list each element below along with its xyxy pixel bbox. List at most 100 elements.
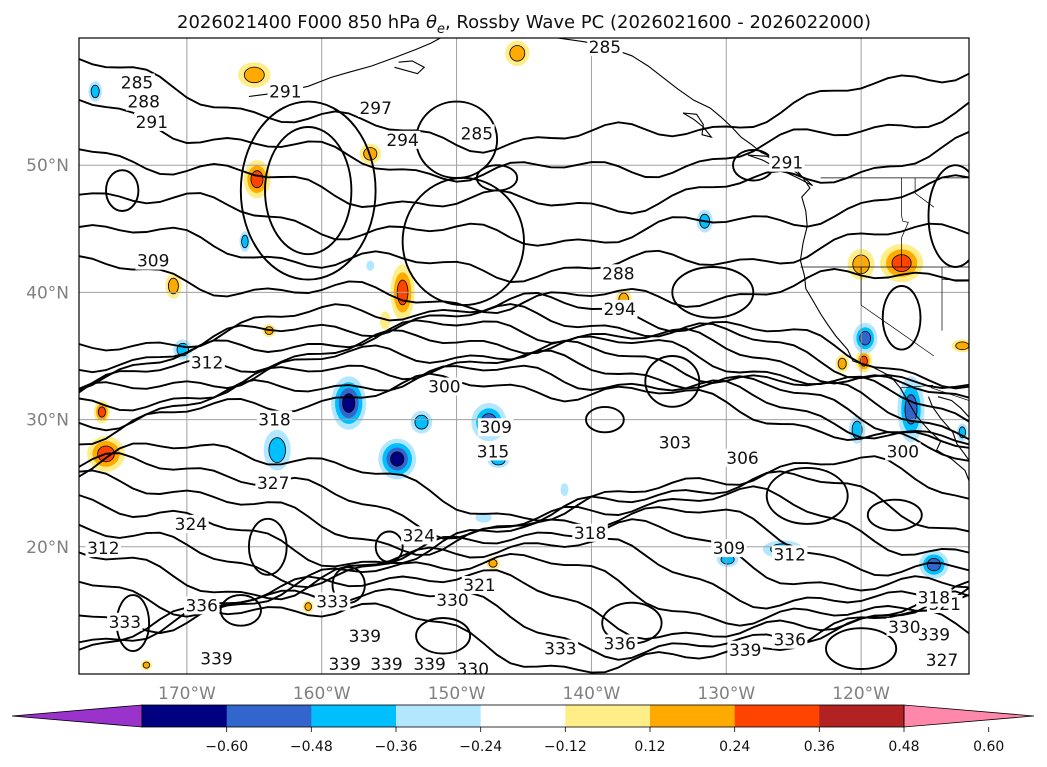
contour-label-gap xyxy=(107,612,143,631)
contour-label-gap xyxy=(401,526,437,545)
theta-e-contour-line xyxy=(79,303,969,389)
colorbar-extend-low xyxy=(11,704,143,728)
contour-label: 324 xyxy=(403,526,435,546)
contour-label: 333 xyxy=(544,640,576,660)
gridlines xyxy=(79,38,969,674)
colorbar-segment xyxy=(226,705,312,727)
theta-e-contour-line xyxy=(79,222,969,283)
contour-label-gap xyxy=(477,418,514,437)
contour-label: 312 xyxy=(191,353,223,373)
anomaly-blob xyxy=(88,81,102,102)
anomaly-level-fill xyxy=(342,393,356,413)
theta-e-contour-line xyxy=(79,99,969,183)
contour-label-gap xyxy=(434,591,471,610)
coastline xyxy=(394,60,426,75)
colorbar-extend-high xyxy=(903,704,1035,728)
contour-label-gap xyxy=(886,617,922,636)
anomaly-blob xyxy=(853,322,878,354)
contour-label: 285 xyxy=(121,74,153,94)
contour-label-gap xyxy=(189,353,225,372)
anomaly-blob xyxy=(141,660,152,671)
anomaly-level-fill xyxy=(379,311,391,330)
contour-label: 318 xyxy=(574,524,606,544)
contour-label-gap xyxy=(769,153,805,172)
contour-label: 339 xyxy=(918,626,950,646)
contour-label: 330 xyxy=(436,591,468,611)
contour-label-gap xyxy=(461,576,498,594)
contour-label-gap xyxy=(455,659,491,674)
state-border xyxy=(900,384,969,401)
state-border xyxy=(914,177,935,208)
anomaly-level-fill xyxy=(859,331,871,346)
contour-label: 297 xyxy=(359,99,391,119)
longitude-tick-label: 130°W xyxy=(697,684,755,704)
contour-label: 309 xyxy=(137,252,169,272)
colorbar-segment xyxy=(734,705,820,727)
contour-label-gap xyxy=(384,130,421,149)
contour-label-gap xyxy=(256,410,293,429)
state-border xyxy=(860,267,935,357)
figure-title: 2026021400 F000 850 hPa θe, Rossby Wave … xyxy=(177,12,871,37)
anomaly-level-fill xyxy=(509,45,526,62)
theta-e-closed-contour xyxy=(247,517,288,576)
contour-label-gap xyxy=(184,596,220,615)
colorbar-segment xyxy=(650,705,736,727)
anomaly-level-fill xyxy=(366,260,375,271)
contour-label: 336 xyxy=(185,596,217,616)
map-frame xyxy=(78,37,970,675)
theta-e-closed-contour xyxy=(585,405,625,434)
latitude-tick-label: 40°N xyxy=(26,283,69,303)
anomaly-blob xyxy=(238,62,271,88)
contour-label-gap xyxy=(924,651,960,669)
longitude-tick-label: 170°W xyxy=(158,684,216,704)
anomaly-blob xyxy=(835,354,849,373)
contour-label-gap xyxy=(475,442,511,461)
anomaly-level-fill xyxy=(142,661,151,669)
colorbar-segment xyxy=(396,705,482,727)
theta-e-closed-contour xyxy=(415,617,472,655)
colorbar: −0.60 −0.48 −0.36 −0.24 −0.12 0.12 0.24 0.36 0.4… xyxy=(11,704,1035,755)
contour-label-gap xyxy=(119,73,155,92)
contour-label-gap xyxy=(135,251,171,270)
colorbar-segment xyxy=(311,705,397,727)
coastline xyxy=(937,396,969,418)
anomaly-blob xyxy=(505,40,530,66)
theta-e-closed-contour xyxy=(644,355,701,408)
anomaly-blob xyxy=(331,376,367,430)
theta-e-contour-line xyxy=(79,537,969,610)
contour-label: 339 xyxy=(328,655,360,675)
contour-label: 333 xyxy=(316,593,348,613)
anomaly-level-fill xyxy=(475,512,492,523)
contour-label-gap xyxy=(916,588,952,607)
contour-label-gap xyxy=(326,654,363,673)
contour-label-gap xyxy=(267,82,304,101)
theta-e-closed-contour xyxy=(475,164,519,192)
anomaly-level-fill xyxy=(97,406,106,418)
colorbar-tick-label: 0.60 xyxy=(973,739,1004,755)
theta-e-contour-line xyxy=(79,602,969,674)
theta-e-closed-contour xyxy=(219,594,262,627)
theta-e-closed-contour xyxy=(671,266,755,319)
anomaly-blob xyxy=(410,410,433,434)
theta-e-contour-line xyxy=(79,58,969,154)
colorbar-segment xyxy=(565,705,651,727)
anomaly-blob xyxy=(919,550,949,579)
latitude-tick-label: 30°N xyxy=(26,411,69,431)
anomaly-level-fill xyxy=(926,557,941,572)
anomaly-blob xyxy=(716,551,739,568)
theta-e-closed-contour xyxy=(866,498,923,532)
contour-label-gap xyxy=(368,654,405,673)
theta-e-contour-line xyxy=(79,469,969,556)
latitude-tick-label: 20°N xyxy=(26,538,69,558)
contour-label-gap xyxy=(657,433,693,452)
theta-e-contour-line xyxy=(79,494,969,577)
coastline xyxy=(927,396,969,461)
contour-label: 336 xyxy=(603,635,635,655)
colorbar-tick-label: 0.36 xyxy=(804,739,835,755)
longitude-tick-label: 140°W xyxy=(563,684,621,704)
theta-e-contour-line xyxy=(79,588,969,661)
contour-label-gap xyxy=(711,539,747,558)
